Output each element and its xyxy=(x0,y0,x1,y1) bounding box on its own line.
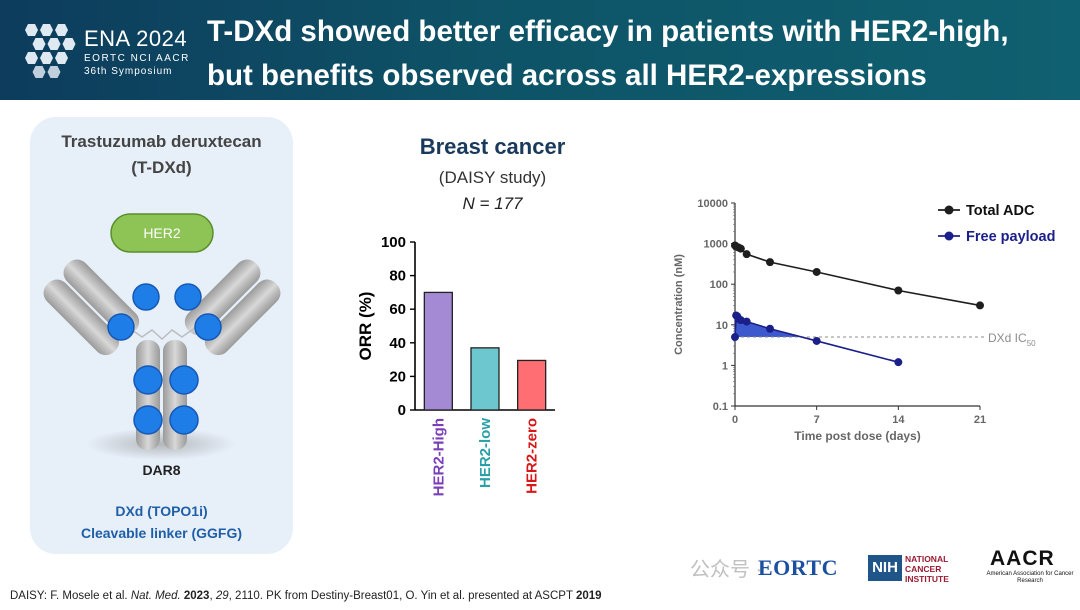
nih-logo: NIH xyxy=(868,555,902,581)
pk-point-free-payload xyxy=(812,336,821,345)
payload-dot-1 xyxy=(132,283,160,311)
payload-name: DXd (TOPO1i) xyxy=(115,503,208,519)
antibody-shadow xyxy=(86,428,236,460)
pk-point-total-adc xyxy=(976,301,984,310)
pk-x-tick-label: 7 xyxy=(814,414,820,426)
ref-year: 2023 xyxy=(183,590,210,602)
pk-y-tick-label: 1 xyxy=(722,360,728,372)
slide-title-line-1: T-DXd showed better efficacy in patients… xyxy=(207,15,1009,48)
payload-dot-5 xyxy=(133,365,163,395)
drug-structure-panel: Trastuzumab deruxtecan (T-DXd) HER2 xyxy=(30,117,293,554)
nci-line-3: INSTITUTE xyxy=(905,574,949,584)
pk-ic50-label: DXd IC50 xyxy=(988,331,1036,348)
ref-text-a: DAISY: F. Mosele et al. xyxy=(10,590,131,602)
payload-dot-3 xyxy=(174,283,202,311)
conference-orgs: EORTC NCI AACR xyxy=(84,53,190,64)
eortc-logo: EORTC xyxy=(758,555,838,580)
watermark-text: 公众号 · xyxy=(690,559,763,581)
drug-abbrev: (T-DXd) xyxy=(131,158,192,177)
footer-reference: DAISY: F. Mosele et al. Nat. Med. 2023 , … xyxy=(10,590,602,602)
ref-text-d: , 2110. PK from Destiny-Breast01, O. Yin… xyxy=(228,590,576,602)
pk-legend-marker-total-adc xyxy=(944,205,954,215)
pk-point-total-adc xyxy=(736,244,745,253)
pk-y-tick-label: 0.1 xyxy=(713,401,728,413)
ref-journal: Nat. Med. xyxy=(130,590,181,602)
pk-legend-marker-free-payload xyxy=(944,231,954,241)
orr-x-tick-label: HER2-low xyxy=(477,418,494,488)
pk-y-tick-label: 1000 xyxy=(704,239,728,251)
orr-bar-chart: 0 20 40 60 80 100 ORR (%) HER2-High HER2-low HER2… xyxy=(356,234,555,496)
sponsor-logos: 公众号 · EORTC NIH NATIONAL CANCER INSTITUT… xyxy=(690,545,1075,590)
pk-ic50-subscript: 50 xyxy=(1027,339,1036,348)
pk-y-tick-label: 100 xyxy=(710,279,728,291)
ref-text-c: , xyxy=(209,590,216,602)
orr-y-tick-label: 80 xyxy=(389,268,406,285)
pk-concentration-chart: 0.1 1 10 100 1000 10000 0 7 14 21 Time post dose (… xyxy=(673,198,1055,443)
antibody-drug-conjugate-diagram: HER2 xyxy=(43,213,281,460)
ena-hexagon-logo-icon xyxy=(25,24,76,78)
nci-logo-text: NATIONAL CANCER INSTITUTE xyxy=(905,554,949,584)
payload-dot-8 xyxy=(169,405,199,435)
pk-point-total-adc xyxy=(894,286,903,295)
drug-name: Trastuzumab deruxtecan xyxy=(61,132,262,151)
orr-y-tick-label: 20 xyxy=(389,368,406,385)
payload-description: DXd (TOPO1i) Cleavable linker (GGFG) xyxy=(30,500,293,544)
pk-y-axis-label: Concentration (nM) xyxy=(673,254,685,355)
orr-study: (DAISY study) xyxy=(438,168,547,187)
pk-x-tick-label: 14 xyxy=(892,414,905,426)
orr-x-tick-label: HER2-High xyxy=(430,418,447,496)
aacr-subtitle: American Association for Cancer Research xyxy=(986,571,1074,584)
pk-point-free-payload xyxy=(766,324,774,333)
conference-name: ENA 2024 xyxy=(84,26,188,51)
pk-line-total-adc xyxy=(734,244,981,307)
pk-point-free-payload xyxy=(731,333,739,342)
antibody-left-arm xyxy=(43,259,140,356)
pk-legend-label-total-adc: Total ADC xyxy=(966,203,1035,219)
pk-y-tick-label: 10 xyxy=(716,320,728,332)
disulfide-linker xyxy=(127,326,197,341)
dar-label: DAR8 xyxy=(142,462,181,478)
orr-y-axis-label: ORR (%) xyxy=(356,292,375,361)
pk-x-tick-label: 21 xyxy=(974,414,986,426)
orr-y-tick-label: 100 xyxy=(381,234,406,251)
orr-heading: Breast cancer xyxy=(419,134,566,159)
conference-symposium: 36th Symposium xyxy=(84,66,173,77)
pk-point-total-adc xyxy=(742,250,751,259)
pk-point-total-adc xyxy=(766,258,774,267)
ref-volume: 29 xyxy=(215,590,229,602)
pk-x-tick-label: 0 xyxy=(732,414,738,426)
slide-title-line-2: but benefits observed across all HER2-ex… xyxy=(207,59,927,92)
pk-point-total-adc xyxy=(812,267,821,276)
orr-y-tick-label: 60 xyxy=(389,301,406,318)
orr-sample-size: N = 177 xyxy=(462,194,523,213)
pk-legend-label-free-payload: Free payload xyxy=(966,229,1055,245)
pk-exposure-area xyxy=(735,315,802,338)
payload-dot-2 xyxy=(107,313,135,341)
nci-line-2: CANCER xyxy=(905,564,942,574)
orr-bar-her2-zero xyxy=(517,359,547,411)
pk-x-axis-label: Time post dose (days) xyxy=(794,429,920,443)
aacr-logo: AACR xyxy=(990,547,1055,570)
her2-target-label: HER2 xyxy=(143,225,181,241)
orr-bar-her2-low xyxy=(470,347,500,411)
payload-dot-7 xyxy=(133,405,163,435)
her2-target-pill xyxy=(110,213,214,253)
pk-y-tick-label: 10000 xyxy=(697,198,728,210)
drug-title: Trastuzumab deruxtecan (T-DXd) xyxy=(30,129,293,181)
ref-year-2: 2019 xyxy=(575,590,602,602)
slide-title: T-DXd showed better efficacy in patients… xyxy=(207,10,1077,98)
payload-dot-6 xyxy=(169,365,199,395)
orr-bar-her2-high xyxy=(423,291,453,411)
payload-dot-4 xyxy=(194,313,222,341)
pk-point-free-payload xyxy=(894,358,903,367)
orr-y-tick-label: 0 xyxy=(398,402,406,419)
orr-x-tick-label: HER2-zero xyxy=(524,418,541,494)
linker-name: Cleavable linker (GGFG) xyxy=(80,525,243,541)
nci-line-1: NATIONAL xyxy=(905,554,949,564)
header-banner: ENA 2024 EORTC NCI AACR 36th Symposium T… xyxy=(0,0,1080,100)
orr-y-tick-label: 40 xyxy=(389,335,406,352)
pk-point-free-payload xyxy=(742,317,751,326)
